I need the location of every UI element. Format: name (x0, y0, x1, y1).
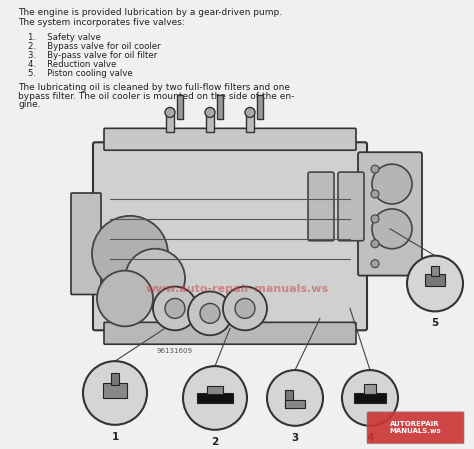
Circle shape (223, 286, 267, 330)
FancyBboxPatch shape (367, 412, 464, 444)
Circle shape (205, 107, 215, 117)
Text: 5: 5 (431, 318, 438, 328)
Circle shape (372, 164, 412, 204)
Bar (257, 94, 263, 119)
Bar (197, 393, 233, 403)
Circle shape (125, 249, 185, 308)
Text: The system incorporates five valves:: The system incorporates five valves: (18, 18, 185, 27)
Bar (103, 383, 127, 398)
Circle shape (188, 291, 232, 335)
Circle shape (235, 299, 255, 318)
Circle shape (92, 216, 168, 291)
Bar (246, 114, 254, 132)
Circle shape (407, 255, 463, 312)
FancyBboxPatch shape (104, 128, 356, 150)
Circle shape (165, 299, 185, 318)
Circle shape (267, 370, 323, 426)
Bar (285, 400, 305, 408)
Circle shape (371, 215, 379, 223)
Bar (217, 94, 223, 119)
Circle shape (153, 286, 197, 330)
Text: 5.    Piston cooling valve: 5. Piston cooling valve (28, 69, 133, 78)
Circle shape (372, 209, 412, 249)
FancyBboxPatch shape (308, 172, 334, 241)
Bar (206, 114, 214, 132)
Circle shape (371, 190, 379, 198)
Text: 3.    By-pass valve for oil filter: 3. By-pass valve for oil filter (28, 51, 157, 60)
Circle shape (97, 271, 153, 326)
Bar (111, 373, 119, 385)
FancyBboxPatch shape (338, 172, 364, 241)
Text: 2: 2 (211, 437, 219, 447)
Text: 4: 4 (366, 433, 374, 443)
Circle shape (200, 304, 220, 323)
Text: The engine is provided lubrication by a gear-driven pump.: The engine is provided lubrication by a … (18, 8, 282, 17)
Bar (207, 386, 223, 394)
Bar (364, 384, 376, 394)
Text: 1: 1 (111, 432, 118, 442)
Text: 1.    Safety valve: 1. Safety valve (28, 33, 101, 42)
Text: gine.: gine. (18, 101, 41, 110)
Text: 4.    Reduction valve: 4. Reduction valve (28, 60, 117, 69)
Bar (431, 266, 439, 276)
Bar (354, 393, 386, 403)
FancyBboxPatch shape (104, 322, 356, 344)
Circle shape (165, 107, 175, 117)
FancyBboxPatch shape (93, 142, 367, 330)
Circle shape (83, 361, 147, 425)
Text: bypass filter. The oil cooler is mounted on the side of the en-: bypass filter. The oil cooler is mounted… (18, 92, 294, 101)
Text: www.auto-repair-manuals.ws: www.auto-repair-manuals.ws (146, 283, 328, 294)
Circle shape (371, 165, 379, 173)
Bar (166, 114, 174, 132)
Circle shape (245, 107, 255, 117)
Text: 96131609: 96131609 (157, 348, 193, 354)
Circle shape (371, 260, 379, 268)
Bar (177, 94, 183, 119)
Text: 3: 3 (292, 433, 299, 443)
FancyBboxPatch shape (358, 152, 422, 276)
Circle shape (371, 240, 379, 248)
Text: The lubricating oil is cleaned by two full-flow filters and one: The lubricating oil is cleaned by two fu… (18, 83, 290, 92)
Bar (425, 273, 445, 286)
Text: 2.    Bypass valve for oil cooler: 2. Bypass valve for oil cooler (28, 42, 161, 51)
FancyBboxPatch shape (71, 193, 101, 295)
Circle shape (342, 370, 398, 426)
Text: AUTOREPAIR
MANUALS.ws: AUTOREPAIR MANUALS.ws (389, 421, 441, 434)
Bar (285, 390, 293, 408)
Circle shape (183, 366, 247, 430)
